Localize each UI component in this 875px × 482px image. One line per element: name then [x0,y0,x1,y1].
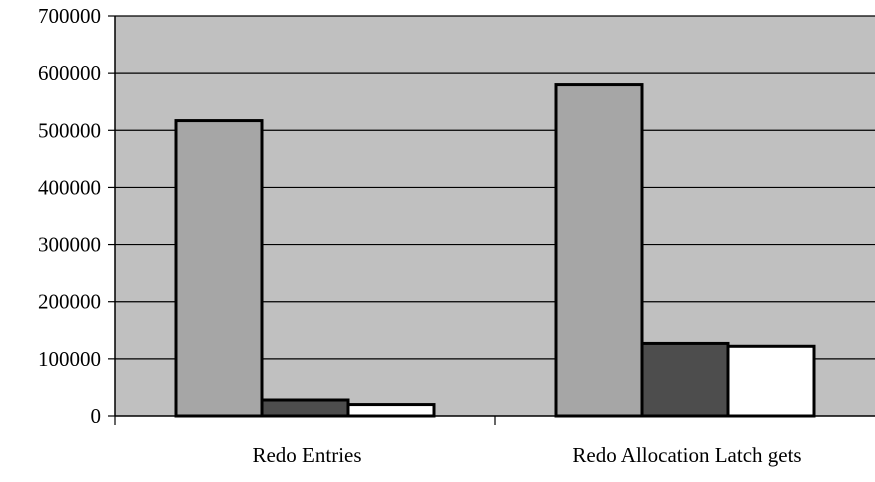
category-label-redo-entries: Redo Entries [252,443,361,467]
bar-series-1-category-1 [174,119,264,418]
bar-series-2-category-1 [260,398,350,418]
x-axis-ticks [114,416,496,425]
y-tick-label: 600000 [38,61,101,85]
y-tick-label: 0 [91,404,102,428]
bar-series-2-category-2 [640,341,730,418]
bar-series-3-category-2 [726,344,816,418]
y-tick-label: 200000 [38,290,101,314]
bar-series-1-category-2 [554,83,644,418]
bars [174,83,816,418]
y-tick-label: 100000 [38,347,101,371]
category-label-redo-allocation-latch-gets: Redo Allocation Latch gets [572,443,801,467]
y-tick-label: 300000 [38,233,101,257]
y-tick-label: 700000 [38,4,101,28]
bar-series-3-category-1 [346,403,436,418]
y-tick-label: 500000 [38,118,101,142]
y-tick-label: 400000 [38,175,101,199]
y-axis-ticks: 0 100000 200000 300000 400000 500000 600000 700… [38,4,115,428]
